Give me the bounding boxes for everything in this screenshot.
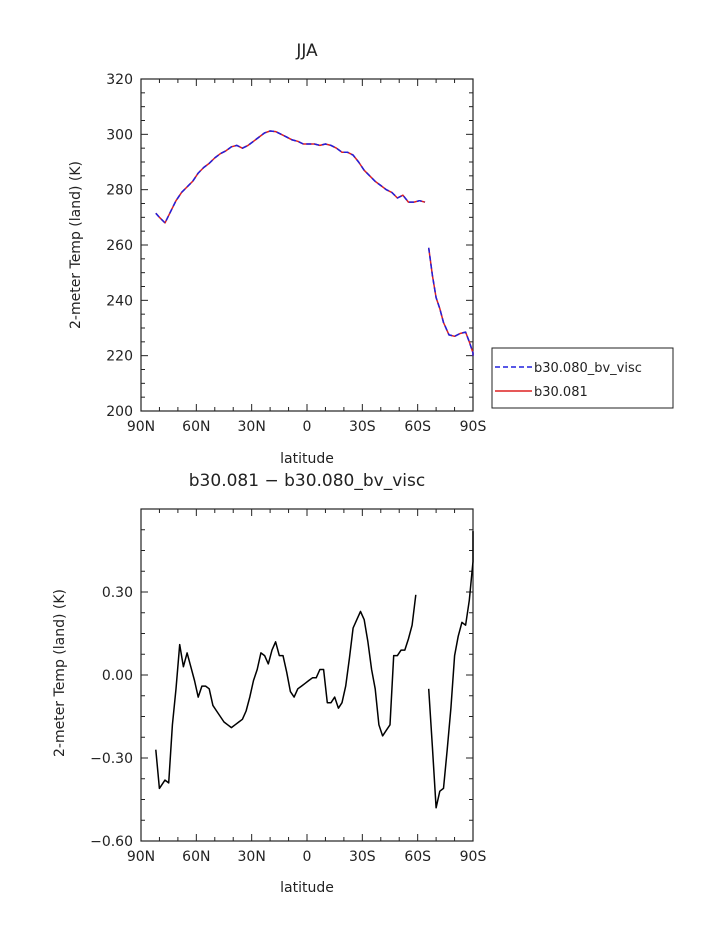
legend-label-bv-visc: b30.080_bv_visc [534,361,642,376]
y-tick-label-320: 320 [106,72,133,88]
x-tick-label-90n: 90N [127,849,155,865]
y-tick-label-300: 300 [106,127,133,143]
top-axis-ticks [140,78,474,412]
bottom-plot-frame [140,508,474,842]
legend: b30.080_bv_visc b30.081 [491,347,674,409]
top-series-lines [155,130,474,356]
y-tick-label-280: 280 [106,183,133,199]
y-tick-label-0-00: 0.00 [102,668,133,684]
top-chart-title: JJA [295,41,318,61]
top-y-axis-title: 2-meter Temp (land) (K) [68,161,84,329]
top-x-tick-labels: 90N 60N 30N 0 30S 60S 90S [127,419,487,435]
x-tick-label-30s: 30S [349,419,376,435]
y-tick-label-0-30: 0.30 [102,585,133,601]
x-tick-label-30s: 30S [349,849,376,865]
top-y-tick-labels: 200 220 240 260 280 300 320 [106,72,133,420]
y-tick-label-0-60: −0.60 [90,834,133,850]
top-plot-frame [140,78,474,412]
x-tick-label-90s: 90S [460,419,487,435]
x-tick-label-30n: 30N [238,419,266,435]
series-line-b30-081-segment-1 [155,130,426,224]
bottom-x-tick-labels: 90N 60N 30N 0 30S 60S 90S [127,849,487,865]
y-tick-label-220: 220 [106,349,133,365]
top-x-axis-title: latitude [280,451,334,467]
series-line-b30-080-bv-visc-segment-1 [155,130,426,224]
series-line-difference-segment-1 [155,594,417,790]
series-line-difference-segment-2 [427,531,474,809]
x-tick-label-60n: 60N [182,419,210,435]
bottom-panel: b30.081 − b30.080_bv_visc 90N 60N 30N 0 30S 6… [52,471,486,896]
bottom-x-axis-title: latitude [280,880,334,896]
legend-box [491,347,674,409]
x-tick-label-60s: 60S [404,419,431,435]
y-tick-label-200: 200 [106,404,133,420]
x-tick-label-0: 0 [303,849,312,865]
x-tick-label-60s: 60S [404,849,431,865]
bottom-y-tick-labels: −0.60 −0.30 0.00 0.30 [90,585,133,850]
x-tick-label-90n: 90N [127,419,155,435]
legend-label-b30-081: b30.081 [534,385,588,400]
x-tick-label-60n: 60N [182,849,210,865]
x-tick-label-30n: 30N [238,849,266,865]
x-tick-label-0: 0 [303,419,312,435]
bottom-chart-title: b30.081 − b30.080_bv_visc [189,471,425,491]
bottom-y-axis-title: 2-meter Temp (land) (K) [52,589,68,757]
top-panel: JJA 90N 60N 30N 0 30S 60S 90S 200 220 240 260 280 3… [68,41,674,467]
y-tick-label-240: 240 [106,293,133,309]
bottom-series-lines [155,531,474,809]
y-tick-label-260: 260 [106,238,133,254]
x-tick-label-90s: 90S [460,849,487,865]
y-tick-label-0-30: −0.30 [90,751,133,767]
bottom-axis-ticks [140,508,474,842]
series-line-b30-081-segment-2 [427,247,474,356]
series-line-b30-080-bv-visc-segment-2 [427,247,474,356]
